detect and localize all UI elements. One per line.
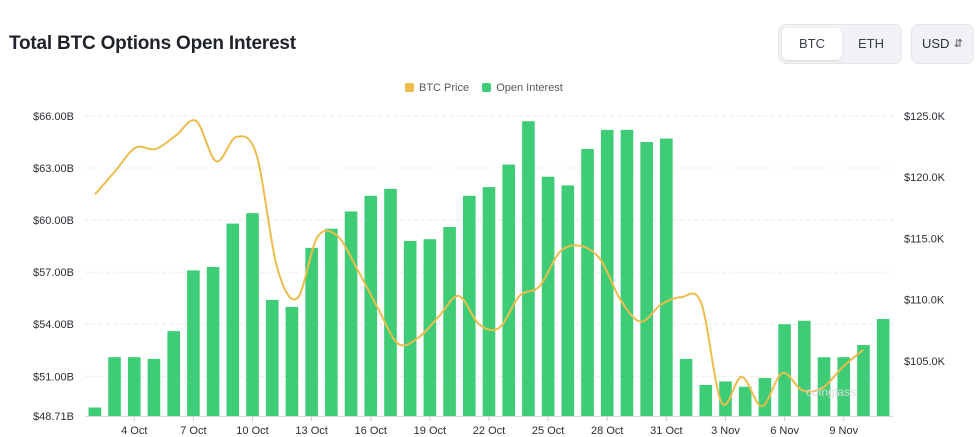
x-axis-tick-label: 16 Oct: [355, 425, 387, 437]
y-axis-right-tick-label: $115.0K: [904, 233, 945, 245]
x-axis-tick-label: 4 Oct: [121, 425, 147, 437]
open-interest-bar: [857, 345, 870, 416]
open-interest-bar: [443, 227, 456, 416]
x-axis-tick-label: 25 Oct: [532, 425, 564, 437]
open-interest-bar: [798, 320, 811, 416]
x-axis-tick-label: 13 Oct: [295, 425, 327, 437]
legend-item-open-interest[interactable]: Open Interest: [482, 82, 563, 94]
y-axis-right-tick-label: $125.0K: [904, 111, 946, 123]
x-axis-tick-label: 22 Oct: [473, 425, 505, 437]
y-axis-right-tick-label: $105.0K: [904, 356, 946, 368]
x-axis-tick-label: 9 Nov: [829, 425, 858, 437]
open-interest-bar: [246, 213, 259, 416]
open-interest-bar: [462, 195, 476, 416]
x-axis-tick-label: 19 Oct: [414, 425, 446, 437]
open-interest-bar: [876, 319, 890, 416]
legend-item-btc-price[interactable]: BTC Price: [405, 82, 469, 94]
open-interest-bar: [699, 384, 713, 416]
watermark-logo: coinglass: [806, 385, 857, 399]
y-axis-left-tick-label: $57.00B: [33, 267, 74, 279]
asset-toggle: BTC ETH: [778, 24, 902, 64]
open-interest-bar: [108, 357, 121, 416]
legend-swatch-open-interest: [482, 83, 492, 92]
open-interest-bar: [502, 164, 516, 416]
currency-select[interactable]: USD ⇵: [911, 24, 974, 64]
open-interest-bar: [364, 195, 378, 416]
open-interest-bar: [226, 223, 240, 416]
open-interest-bar: [127, 357, 141, 416]
open-interest-bar: [640, 142, 653, 416]
open-interest-bar: [265, 299, 279, 416]
open-interest-bar: [305, 247, 318, 416]
open-interest-bar: [581, 148, 594, 416]
open-interest-bar: [206, 266, 220, 416]
open-interest-bar: [778, 324, 791, 416]
open-interest-bar: [167, 331, 180, 416]
open-interest-bar: [738, 386, 752, 416]
open-interest-bar: [541, 176, 555, 416]
y-axis-right-tick-label: $120.0K: [904, 172, 946, 184]
open-interest-bar: [679, 358, 693, 416]
open-interest-bar: [285, 306, 299, 416]
chevron-updown-icon: ⇵: [953, 38, 963, 50]
x-axis-tick-label: 6 Nov: [770, 425, 799, 437]
chart-legend: BTC Price Open Interest: [405, 82, 573, 94]
x-axis-tick-label: 7 Oct: [180, 425, 206, 437]
legend-label-btc-price: BTC Price: [419, 82, 470, 94]
page-title: Total BTC Options Open Interest: [9, 33, 296, 54]
open-interest-bar: [837, 357, 851, 416]
y-axis-left-tick-label: $66.00B: [33, 111, 74, 123]
open-interest-bar: [482, 187, 496, 416]
open-interest-bar: [384, 188, 397, 416]
btc-price-line: [94, 119, 864, 408]
x-axis-tick-label: 10 Oct: [236, 425, 268, 437]
currency-value: USD: [922, 36, 950, 51]
open-interest-bar: [719, 381, 732, 416]
x-axis-tick-label: 31 Oct: [650, 425, 682, 437]
legend-label-open-interest: Open Interest: [496, 82, 563, 94]
open-interest-bar: [325, 228, 338, 416]
open-interest-bar: [88, 407, 102, 416]
open-interest-bar: [403, 240, 417, 416]
y-axis-left-tick-label: $54.00B: [33, 319, 74, 331]
open-interest-bar: [187, 270, 200, 416]
open-interest-bar: [522, 121, 535, 416]
y-axis-left-tick-label: $60.00B: [33, 215, 74, 227]
open-interest-bar: [620, 129, 634, 416]
toggle-eth-button[interactable]: ETH: [858, 36, 884, 51]
y-axis-left-tick-label: $63.00B: [33, 163, 74, 175]
toggle-btc-button[interactable]: BTC: [782, 28, 842, 60]
x-axis-tick-label: 28 Oct: [591, 425, 623, 437]
y-axis-left-tick-label: $51.00B: [33, 371, 74, 383]
y-axis-right-tick-label: $110.0K: [904, 295, 945, 307]
open-interest-bar: [660, 138, 673, 416]
open-interest-bar: [344, 211, 358, 416]
x-axis-tick-label: 3 Nov: [711, 425, 740, 437]
legend-swatch-btc-price: [405, 83, 414, 92]
open-interest-bar: [561, 185, 575, 416]
open-interest-bar: [147, 358, 161, 416]
y-axis-left-tick-label: $48.71B: [33, 411, 74, 423]
